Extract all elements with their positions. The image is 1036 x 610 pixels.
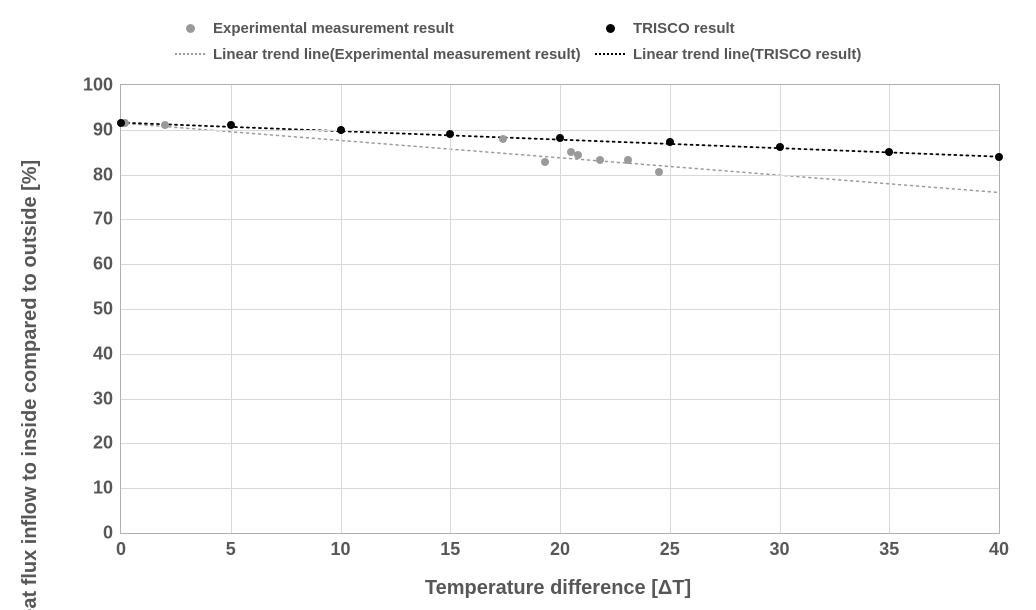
data-point [161,121,169,129]
data-point [446,130,454,138]
data-point [624,156,632,164]
x-tick-label: 35 [879,539,899,560]
data-point [995,153,1003,161]
legend-label: Experimental measurement result [213,20,454,37]
data-point [541,158,549,166]
legend-marker-line-grey [175,53,205,55]
dotted-line-icon [175,53,205,55]
x-tick-label: 0 [116,539,126,560]
legend-item-trisco: TRISCO result [595,20,735,37]
grid-line-horizontal [121,264,999,265]
legend-marker-line-black [595,53,625,55]
legend-marker-dot-black [595,24,625,33]
dot-icon [186,24,195,33]
grid-line-horizontal [121,130,999,131]
plot-area: 05101520253035400102030405060708090100 [120,84,1000,534]
grid-line-horizontal [121,354,999,355]
data-point [776,143,784,151]
data-point [666,138,674,146]
data-point [117,119,125,127]
x-tick-label: 30 [769,539,789,560]
grid-line-horizontal [121,219,999,220]
legend-row-1: Experimental measurement result TRISCO r… [175,15,935,41]
x-tick-label: 15 [440,539,460,560]
grid-line-horizontal [121,488,999,489]
y-tick-label: 0 [103,523,113,544]
data-point [556,134,564,142]
x-tick-label: 10 [330,539,350,560]
grid-line-horizontal [121,309,999,310]
x-tick-label: 25 [660,539,680,560]
legend-item-trend-trisco: Linear trend line(TRISCO result) [595,46,861,63]
x-axis-label: Temperature difference [ΔT] [0,577,1036,600]
legend-marker-dot-grey [175,24,205,33]
legend-label: TRISCO result [633,20,735,37]
legend-row-2: Linear trend line(Experimental measureme… [175,41,935,67]
data-point [227,121,235,129]
chart-container: Experimental measurement result TRISCO r… [0,0,1036,610]
y-axis-label: Heat flux inflow to inside compared to o… [18,147,42,610]
y-tick-label: 30 [93,388,113,409]
legend-label: Linear trend line(TRISCO result) [633,46,861,63]
y-tick-label: 80 [93,164,113,185]
legend-item-experimental: Experimental measurement result [175,20,545,37]
y-tick-label: 70 [93,209,113,230]
x-tick-label: 5 [226,539,236,560]
data-point [655,168,663,176]
legend-item-trend-experimental: Linear trend line(Experimental measureme… [175,46,545,63]
grid-line-horizontal [121,175,999,176]
dot-icon [606,24,615,33]
grid-line-horizontal [121,443,999,444]
y-tick-label: 20 [93,433,113,454]
data-point [596,156,604,164]
x-tick-label: 20 [550,539,570,560]
y-tick-label: 100 [83,75,113,96]
legend-label: Linear trend line(Experimental measureme… [213,46,581,63]
data-point [885,148,893,156]
y-tick-label: 50 [93,299,113,320]
grid-line-horizontal [121,399,999,400]
data-point [337,126,345,134]
y-tick-label: 40 [93,343,113,364]
y-tick-label: 90 [93,119,113,140]
x-tick-label: 40 [989,539,1009,560]
y-tick-label: 10 [93,478,113,499]
data-point [574,151,582,159]
dotted-line-icon [595,53,625,55]
legend: Experimental measurement result TRISCO r… [175,15,935,67]
data-point [499,135,507,143]
y-tick-label: 60 [93,254,113,275]
